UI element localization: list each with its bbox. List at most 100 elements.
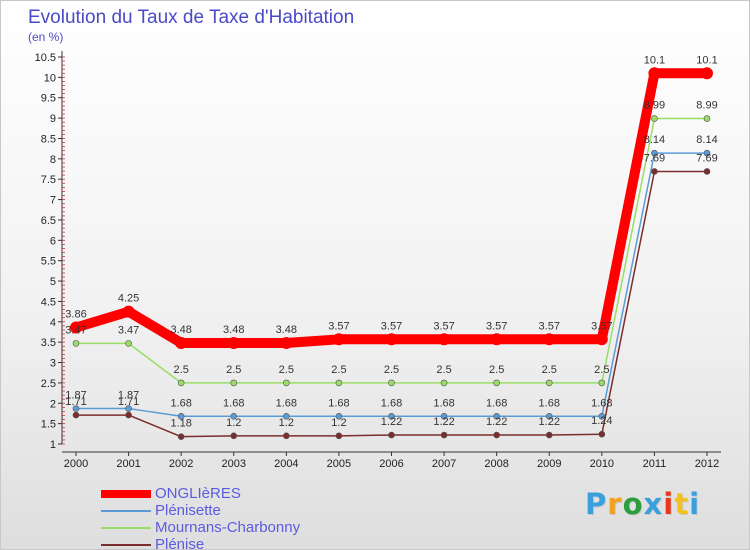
data-point — [701, 67, 713, 80]
data-label: 3.47 — [65, 324, 86, 336]
data-label: 1.24 — [591, 415, 612, 427]
data-point — [388, 379, 395, 387]
data-point — [283, 379, 290, 387]
data-label: 3.48 — [170, 324, 191, 336]
data-label: 3.57 — [328, 320, 349, 332]
x-tick-label: 2001 — [116, 458, 140, 470]
data-point — [440, 412, 448, 420]
y-tick-label: 1.5 — [41, 419, 56, 431]
data-point — [335, 412, 343, 420]
data-point — [283, 412, 290, 420]
data-point — [388, 412, 395, 420]
data-point — [703, 168, 711, 175]
data-label: 1.71 — [118, 396, 139, 408]
data-label: 7.69 — [696, 152, 717, 164]
data-point — [175, 336, 188, 349]
data-point — [125, 405, 132, 412]
data-label: 2.5 — [542, 364, 557, 376]
data-point — [230, 432, 238, 440]
data-label: 1.2 — [331, 417, 346, 429]
data-label: 3.48 — [276, 324, 297, 336]
logo-letter: r — [607, 487, 623, 521]
y-tick-label: 6 — [50, 235, 56, 247]
data-point — [493, 379, 500, 387]
data-point — [385, 333, 398, 346]
y-tick-label: 3.5 — [41, 337, 56, 349]
data-label: 3.86 — [65, 308, 86, 320]
y-tick-label: 4.5 — [41, 296, 56, 308]
y-tick-label: 5 — [50, 276, 56, 288]
data-point — [703, 115, 711, 122]
data-label: 3.47 — [118, 324, 139, 336]
data-point — [72, 340, 80, 347]
data-point — [598, 430, 606, 438]
legend-label: ONGLIèRES — [155, 485, 241, 502]
x-tick-label: 2003 — [222, 458, 246, 470]
data-point — [177, 433, 185, 440]
data-point — [493, 412, 500, 420]
logo-letter: o — [622, 487, 644, 521]
data-point — [545, 379, 553, 387]
data-label: 7.69 — [644, 152, 665, 164]
data-point — [651, 149, 658, 157]
legend-label: Plénise — [155, 536, 205, 550]
data-label: 1.68 — [486, 397, 507, 409]
data-label: 1.68 — [381, 397, 402, 409]
data-label: 3.57 — [591, 320, 612, 332]
data-label: 10.1 — [696, 54, 717, 66]
chart-title: Evolution du Taux de Taxe d'Habitation — [28, 7, 355, 28]
data-label: 1.68 — [591, 397, 612, 409]
data-point — [651, 168, 658, 175]
data-point — [177, 412, 185, 420]
y-tick-label: 1 — [50, 439, 56, 451]
logo-letter: i — [663, 487, 675, 521]
data-point — [703, 149, 711, 157]
data-point — [648, 67, 661, 80]
y-tick-label: 4 — [50, 317, 56, 329]
legend-swatch — [101, 510, 151, 512]
data-label: 8.99 — [644, 100, 665, 112]
y-tick-label: 7 — [50, 195, 56, 207]
legend-swatch — [101, 544, 151, 546]
y-tick-label: 2.5 — [41, 378, 56, 390]
data-label: 2.5 — [489, 364, 504, 376]
data-label: 3.57 — [381, 320, 402, 332]
data-point — [283, 432, 290, 440]
x-tick-label: 2006 — [379, 458, 403, 470]
data-label: 3.48 — [223, 324, 244, 336]
data-label: 1.22 — [381, 416, 402, 428]
data-point — [332, 333, 345, 346]
data-label: 1.68 — [328, 397, 349, 409]
data-point — [177, 379, 185, 387]
data-label: 1.68 — [223, 397, 244, 409]
data-label: 1.87 — [65, 390, 86, 402]
data-label: 8.99 — [696, 100, 717, 112]
chart-axes: 1 1.5 2 2.5 3 3.5 4 4.5 5 5.5 6 6.5 7 7.5 8 8.5 9 9.5 10 10… — [35, 51, 721, 470]
y-tick-label: 9 — [50, 113, 56, 125]
x-tick-label: 2012 — [695, 458, 719, 470]
data-point — [595, 333, 608, 346]
y-tick-label: 3 — [50, 358, 56, 370]
proxiti-logo: Proxiti — [585, 487, 700, 521]
x-tick-label: 2004 — [274, 458, 298, 470]
data-label: 1.87 — [118, 390, 139, 402]
x-tick-label: 2011 — [643, 458, 667, 470]
data-label: 1.18 — [170, 418, 191, 430]
y-tick-label: 8.5 — [41, 133, 56, 145]
x-tick-label: 2005 — [327, 458, 351, 470]
y-tick-label: 9.5 — [41, 93, 56, 105]
data-label: 1.68 — [276, 397, 297, 409]
series-line — [71, 68, 712, 348]
data-label: 3.57 — [433, 320, 454, 332]
data-point — [335, 432, 343, 440]
data-label: 4.25 — [118, 293, 139, 305]
data-label: 2.5 — [331, 364, 346, 376]
data-label: 1.68 — [539, 397, 560, 409]
data-point — [227, 336, 240, 349]
legend-swatch — [101, 527, 151, 529]
legend-swatch — [101, 490, 151, 498]
data-point — [122, 305, 135, 318]
chart-subtitle: (en %) — [28, 30, 64, 44]
y-tick-label: 7.5 — [41, 174, 56, 186]
